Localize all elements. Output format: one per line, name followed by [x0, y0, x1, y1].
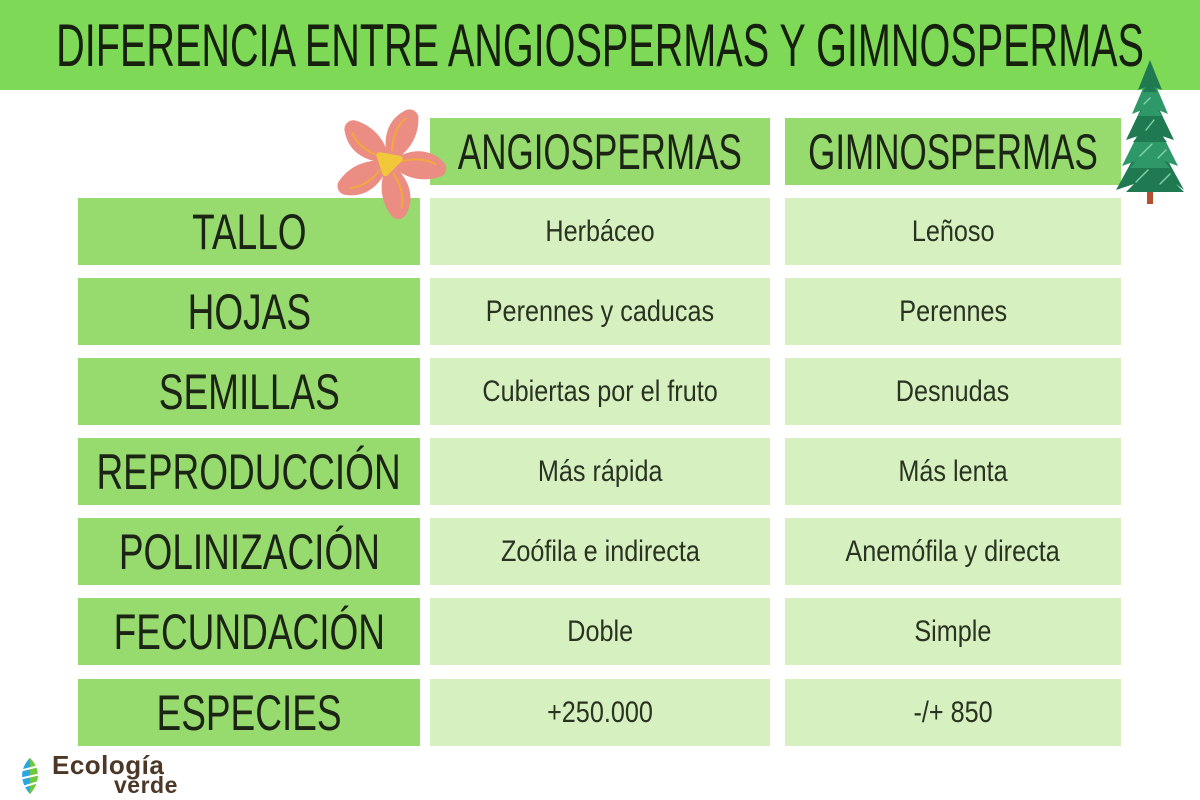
cell-text: Herbáceo	[545, 214, 655, 248]
table-row: ESPECIES +250.000 -/+ 850	[0, 679, 1200, 746]
cell-text: Zoófila e indirecta	[500, 534, 700, 568]
column-header-gimnospermas: GIMNOSPERMAS	[785, 118, 1121, 185]
row-label-text: POLINIZACIÓN	[118, 523, 380, 580]
cell-text: Cubiertas por el fruto	[482, 374, 718, 408]
cell-angiospermas: Perennes y caducas	[430, 278, 770, 345]
row-label-polinizacion: POLINIZACIÓN	[78, 518, 420, 585]
cell-angiospermas: Cubiertas por el fruto	[430, 358, 770, 425]
cell-angiospermas: Doble	[430, 598, 770, 665]
cell-gimnospermas: Desnudas	[785, 358, 1121, 425]
cell-angiospermas: Más rápida	[430, 438, 770, 505]
cell-text: -/+ 850	[913, 695, 993, 729]
row-label-hojas: HOJAS	[78, 278, 420, 345]
cell-angiospermas: +250.000	[430, 679, 770, 746]
table-row: REPRODUCCIÓN Más rápida Más lenta	[0, 438, 1200, 505]
column-header-angiospermas: ANGIOSPERMAS	[430, 118, 770, 185]
row-label-reproduccion: REPRODUCCIÓN	[78, 438, 420, 505]
pink-flower-icon	[329, 100, 449, 220]
row-label-fecundacion: FECUNDACIÓN	[78, 598, 420, 665]
logo-text: Ecología verde	[52, 752, 178, 797]
cell-text: Simple	[914, 614, 992, 648]
leaf-icon	[16, 756, 44, 796]
table-row: SEMILLAS Cubiertas por el fruto Desnudas	[0, 358, 1200, 425]
row-label-tallo: TALLO	[78, 198, 420, 265]
cell-text: Más lenta	[898, 454, 1008, 488]
column-header-label: GIMNOSPERMAS	[808, 123, 1098, 180]
row-label-text: SEMILLAS	[158, 363, 340, 420]
logo-line2: verde	[114, 772, 178, 798]
table-row: HOJAS Perennes y caducas Perennes	[0, 278, 1200, 345]
logo-line1: Ecología	[52, 750, 165, 780]
cell-angiospermas: Zoófila e indirecta	[430, 518, 770, 585]
column-header-label: ANGIOSPERMAS	[458, 123, 742, 180]
row-label-semillas: SEMILLAS	[78, 358, 420, 425]
cell-angiospermas: Herbáceo	[430, 198, 770, 265]
cell-gimnospermas: Más lenta	[785, 438, 1121, 505]
cell-text: Doble	[567, 614, 633, 648]
cell-gimnospermas: Perennes	[785, 278, 1121, 345]
row-label-text: REPRODUCCIÓN	[96, 443, 402, 500]
row-label-text: HOJAS	[187, 283, 311, 340]
cell-text: Desnudas	[896, 374, 1010, 408]
row-label-text: ESPECIES	[156, 684, 342, 741]
cell-gimnospermas: Anemófila y directa	[785, 518, 1121, 585]
header-row: ANGIOSPERMAS GIMNOSPERMAS	[0, 118, 1200, 185]
cell-text: Más rápida	[537, 454, 663, 488]
row-label-text: TALLO	[191, 203, 307, 260]
cell-gimnospermas: -/+ 850	[785, 679, 1121, 746]
table-row: TALLO Herbáceo Leñoso	[0, 198, 1200, 265]
cell-text: Anemófila y directa	[845, 534, 1061, 568]
cell-gimnospermas: Simple	[785, 598, 1121, 665]
cell-text: Leñoso	[911, 214, 995, 248]
table-row: POLINIZACIÓN Zoófila e indirecta Anemófi…	[0, 518, 1200, 585]
cell-text: Perennes y caducas	[485, 294, 715, 328]
cell-text: Perennes	[899, 294, 1007, 328]
cell-gimnospermas: Leñoso	[785, 198, 1121, 265]
page-title: DIFERENCIA ENTRE ANGIOSPERMAS Y GIMNOSPE…	[56, 11, 1144, 79]
title-banner: DIFERENCIA ENTRE ANGIOSPERMAS Y GIMNOSPE…	[0, 0, 1200, 90]
row-label-text: FECUNDACIÓN	[113, 603, 385, 660]
cell-text: +250.000	[547, 695, 653, 729]
row-label-especies: ESPECIES	[78, 679, 420, 746]
ecologia-verde-logo: Ecología verde	[16, 752, 178, 797]
table-row: FECUNDACIÓN Doble Simple	[0, 598, 1200, 665]
pine-tree-icon	[1106, 58, 1194, 208]
